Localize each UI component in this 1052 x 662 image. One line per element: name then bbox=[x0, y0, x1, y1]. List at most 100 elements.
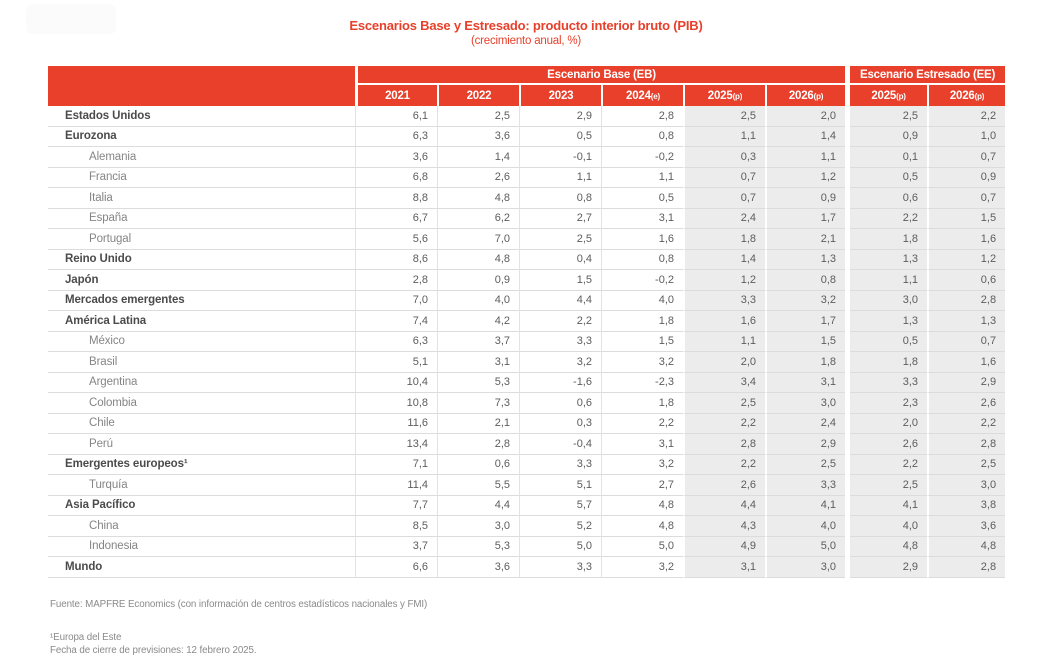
table-row: Reino Unido 8,6 4,8 0,4 0,8 1,4 1,3 1,3 1,2 bbox=[48, 249, 1006, 270]
ee-value-cell: 2,8 bbox=[927, 557, 1006, 578]
eb-value-cell: 2,8 bbox=[683, 434, 765, 455]
ee-value-cell: 2,0 bbox=[850, 413, 928, 434]
table-row: España 6,7 6,2 2,7 3,1 2,4 1,7 2,2 1,5 bbox=[48, 208, 1006, 229]
ee-value-cell: 1,6 bbox=[927, 352, 1006, 373]
ee-value-cell: 2,6 bbox=[850, 434, 928, 455]
eb-value-cell: 1,1 bbox=[601, 167, 683, 188]
column-gap bbox=[845, 290, 851, 311]
eb-value-cell: 3,2 bbox=[601, 352, 683, 373]
year-suffix: (p) bbox=[813, 91, 824, 101]
eb-value-cell: 4,4 bbox=[519, 290, 601, 311]
row-label: Emergentes europeos¹ bbox=[48, 455, 355, 475]
ee-value-cell: 2,5 bbox=[850, 106, 928, 127]
eb-value-cell: 4,4 bbox=[683, 495, 765, 516]
column-gap bbox=[845, 208, 851, 229]
eb-value-cell: 3,0 bbox=[765, 393, 846, 414]
eb-value-cell: 0,3 bbox=[519, 413, 601, 434]
eb-value-cell: 4,8 bbox=[601, 495, 683, 516]
eb-value-cell: 3,2 bbox=[601, 454, 683, 475]
ee-value-cell: 2,9 bbox=[927, 372, 1006, 393]
row-label: Asia Pacífico bbox=[48, 496, 355, 516]
eb-year-header-2024: 2024(e) bbox=[601, 85, 683, 106]
table-title-block: Escenarios Base y Estresado: producto in… bbox=[0, 0, 1052, 49]
eb-value-cell: 2,5 bbox=[683, 393, 765, 414]
eb-value-cell: 3,7 bbox=[437, 331, 519, 352]
ee-value-cell: 4,0 bbox=[850, 516, 928, 537]
column-gap bbox=[845, 167, 851, 188]
ee-value-cell: 0,5 bbox=[850, 331, 928, 352]
eb-value-cell: 10,8 bbox=[355, 393, 437, 414]
row-label: América Latina bbox=[48, 311, 355, 332]
eb-value-cell: 7,4 bbox=[355, 311, 437, 332]
table-row: Brasil 5,1 3,1 3,2 3,2 2,0 1,8 1,8 1,6 bbox=[48, 352, 1006, 373]
eb-value-cell: 11,6 bbox=[355, 413, 437, 434]
ee-value-cell: 0,6 bbox=[850, 188, 928, 209]
ee-value-cell: 0,7 bbox=[927, 331, 1006, 352]
ee-value-cell: 2,2 bbox=[927, 413, 1006, 434]
eb-value-cell: 2,7 bbox=[601, 475, 683, 496]
eb-value-cell: 3,6 bbox=[437, 557, 519, 578]
eb-value-cell: 1,8 bbox=[765, 352, 846, 373]
ee-value-cell: 2,9 bbox=[850, 557, 928, 578]
eb-value-cell: 1,4 bbox=[683, 249, 765, 270]
column-gap bbox=[845, 352, 851, 373]
row-label: Mundo bbox=[48, 557, 355, 578]
eb-value-cell: -0,4 bbox=[519, 434, 601, 455]
eb-value-cell: 1,2 bbox=[683, 270, 765, 291]
eb-value-cell: 1,1 bbox=[683, 126, 765, 147]
eb-value-cell: 4,4 bbox=[437, 495, 519, 516]
row-label: Indonesia bbox=[48, 537, 355, 557]
row-label: Argentina bbox=[48, 373, 355, 393]
eb-value-cell: 1,8 bbox=[601, 393, 683, 414]
eb-value-cell: 0,8 bbox=[765, 270, 846, 291]
eb-value-cell: 2,0 bbox=[765, 106, 846, 127]
ee-value-cell: 1,5 bbox=[927, 208, 1006, 229]
eb-value-cell: 6,8 bbox=[355, 167, 437, 188]
eb-value-cell: 3,0 bbox=[437, 516, 519, 537]
eb-value-cell: 2,6 bbox=[437, 167, 519, 188]
ee-year-header-2025: 2025(p) bbox=[850, 85, 928, 106]
ee-value-cell: 1,8 bbox=[850, 229, 928, 250]
table-row: Chile 11,6 2,1 0,3 2,2 2,2 2,4 2,0 2,2 bbox=[48, 413, 1006, 434]
eb-value-cell: 4,9 bbox=[683, 536, 765, 557]
eb-value-cell: 0,8 bbox=[519, 188, 601, 209]
eb-value-cell: 2,8 bbox=[437, 434, 519, 455]
eb-value-cell: 7,7 bbox=[355, 495, 437, 516]
row-label: Eurozona bbox=[48, 127, 355, 147]
eb-value-cell: 1,7 bbox=[765, 311, 846, 332]
ee-value-cell: 2,5 bbox=[927, 454, 1006, 475]
table-title: Escenarios Base y Estresado: producto in… bbox=[349, 18, 703, 33]
eb-value-cell: 1,1 bbox=[765, 147, 846, 168]
eb-value-cell: 6,1 bbox=[355, 106, 437, 127]
eb-value-cell: 7,3 bbox=[437, 393, 519, 414]
eb-value-cell: 4,0 bbox=[437, 290, 519, 311]
eb-value-cell: 2,4 bbox=[765, 413, 846, 434]
eb-value-cell: 0,7 bbox=[683, 167, 765, 188]
eb-value-cell: 4,0 bbox=[601, 290, 683, 311]
eb-value-cell: 0,9 bbox=[437, 270, 519, 291]
column-gap bbox=[845, 434, 851, 455]
eb-value-cell: 10,4 bbox=[355, 372, 437, 393]
eb-value-cell: 5,7 bbox=[519, 495, 601, 516]
table-row: China 8,5 3,0 5,2 4,8 4,3 4,0 4,0 3,6 bbox=[48, 516, 1006, 537]
eb-value-cell: 0,5 bbox=[601, 188, 683, 209]
faint-watermark bbox=[26, 4, 116, 34]
table-row: Turquía 11,4 5,5 5,1 2,7 2,6 3,3 2,5 3,0 bbox=[48, 475, 1006, 496]
ee-value-cell: 3,8 bbox=[927, 495, 1006, 516]
row-label: Italia bbox=[48, 188, 355, 209]
gdp-scenarios-table-wrap: Escenario Base (EB) Escenario Estresado … bbox=[48, 66, 1006, 578]
eb-value-cell: 5,5 bbox=[437, 475, 519, 496]
table-row: Perú 13,4 2,8 -0,4 3,1 2,8 2,9 2,6 2,8 bbox=[48, 434, 1006, 455]
closing-date-note: Fecha de cierre de previsiones: 12 febre… bbox=[50, 645, 257, 656]
eb-value-cell: 8,5 bbox=[355, 516, 437, 537]
ee-value-cell: 4,8 bbox=[850, 536, 928, 557]
row-label: Japón bbox=[48, 270, 355, 291]
table-row: Estados Unidos 6,1 2,5 2,9 2,8 2,5 2,0 2,5 2,2 bbox=[48, 106, 1006, 127]
eb-value-cell: 5,3 bbox=[437, 372, 519, 393]
eb-value-cell: 3,3 bbox=[519, 331, 601, 352]
table-row: América Latina 7,4 4,2 2,2 1,8 1,6 1,7 1,3 1,3 bbox=[48, 311, 1006, 332]
row-label: Reino Unido bbox=[48, 250, 355, 270]
eb-value-cell: 2,9 bbox=[765, 434, 846, 455]
eb-value-cell: 2,5 bbox=[437, 106, 519, 127]
